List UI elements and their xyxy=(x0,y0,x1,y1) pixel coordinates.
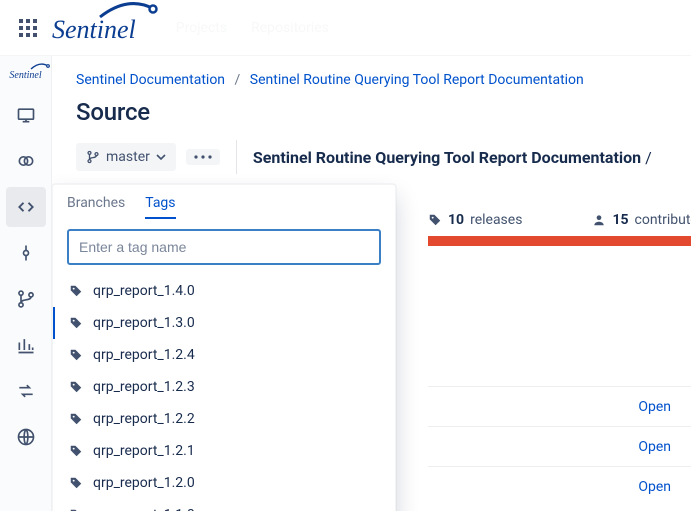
more-actions-button[interactable] xyxy=(186,149,220,165)
open-link[interactable]: Open xyxy=(638,439,671,455)
tag-item[interactable]: qrp_report_1.2.2 xyxy=(53,403,395,435)
tag-icon xyxy=(69,476,83,490)
tag-item[interactable]: qrp_report_1.2.4 xyxy=(53,339,395,371)
language-bar xyxy=(428,236,691,246)
top-nav: Projects Repositories xyxy=(176,20,329,36)
tag-list[interactable]: qrp_report_1.4.0qrp_report_1.3.0qrp_repo… xyxy=(53,275,395,511)
branch-icon xyxy=(86,150,100,164)
tag-item[interactable]: qrp_report_1.3.0 xyxy=(53,307,395,339)
tag-icon xyxy=(69,348,83,362)
tag-item[interactable]: qrp_report_1.4.0 xyxy=(53,275,395,307)
page-title: Source xyxy=(76,98,691,126)
tag-icon xyxy=(69,412,83,426)
tag-icon xyxy=(69,316,83,330)
person-icon xyxy=(592,213,606,227)
stat-contributors[interactable]: 15contributors xyxy=(592,212,691,228)
main-content: Sentinel Documentation / Sentinel Routin… xyxy=(52,56,691,511)
file-list: Open Open Open xyxy=(428,386,691,506)
app-switcher-icon[interactable] xyxy=(16,16,40,40)
top-bar: Sentinel Projects Repositories xyxy=(0,0,691,56)
tag-item[interactable]: qrp_report_1.2.0 xyxy=(53,467,395,499)
tag-icon xyxy=(428,213,442,227)
left-rail: Sentinel xyxy=(0,56,52,511)
file-row[interactable]: Open xyxy=(428,386,691,426)
repo-path-title: Sentinel Routine Querying Tool Report Do… xyxy=(253,148,652,167)
rail-reports-icon[interactable] xyxy=(6,325,46,365)
tag-item[interactable]: qrp_report_1.2.3 xyxy=(53,371,395,403)
nav-repositories[interactable]: Repositories xyxy=(251,20,329,36)
ref-selector-dropdown: Branches Tags qrp_report_1.4.0qrp_report… xyxy=(52,184,396,511)
branch-selector-button[interactable]: master xyxy=(76,143,176,171)
tag-icon xyxy=(69,380,83,394)
tab-branches[interactable]: Branches xyxy=(67,195,125,219)
tab-tags[interactable]: Tags xyxy=(145,195,175,219)
chevron-down-icon xyxy=(156,152,166,162)
file-row[interactable]: Open xyxy=(428,466,691,506)
rail-source-icon[interactable] xyxy=(6,187,46,227)
ref-tabs: Branches Tags xyxy=(67,195,381,219)
breadcrumb: Sentinel Documentation / Sentinel Routin… xyxy=(76,72,691,88)
open-link[interactable]: Open xyxy=(638,399,671,415)
tag-filter-input[interactable] xyxy=(67,229,381,265)
nav-projects[interactable]: Projects xyxy=(176,20,227,36)
breadcrumb-current[interactable]: Sentinel Routine Querying Tool Report Do… xyxy=(250,72,584,88)
tag-icon xyxy=(69,444,83,458)
rail-logo: Sentinel xyxy=(9,66,41,81)
open-link[interactable]: Open xyxy=(638,479,671,495)
product-logo[interactable]: Sentinel xyxy=(52,5,136,51)
file-row[interactable]: Open xyxy=(428,426,691,466)
rail-branches-icon[interactable] xyxy=(6,279,46,319)
rail-overview-icon[interactable] xyxy=(6,95,46,135)
stat-releases[interactable]: 10releases xyxy=(428,212,522,228)
branch-label: master xyxy=(106,149,150,165)
tag-icon xyxy=(69,284,83,298)
breadcrumb-root[interactable]: Sentinel Documentation xyxy=(76,72,225,88)
rail-link-icon[interactable] xyxy=(6,141,46,181)
tag-item[interactable]: qrp_report_1.1.0 xyxy=(53,499,395,511)
rail-globe-icon[interactable] xyxy=(6,417,46,457)
toolbar-divider xyxy=(236,140,237,174)
rail-commits-icon[interactable] xyxy=(6,233,46,273)
ellipsis-icon xyxy=(194,155,212,159)
tag-item[interactable]: qrp_report_1.2.1 xyxy=(53,435,395,467)
rail-compare-icon[interactable] xyxy=(6,371,46,411)
toolbar: master Sentinel Routine Querying Tool Re… xyxy=(76,140,691,174)
breadcrumb-sep: / xyxy=(235,72,241,88)
